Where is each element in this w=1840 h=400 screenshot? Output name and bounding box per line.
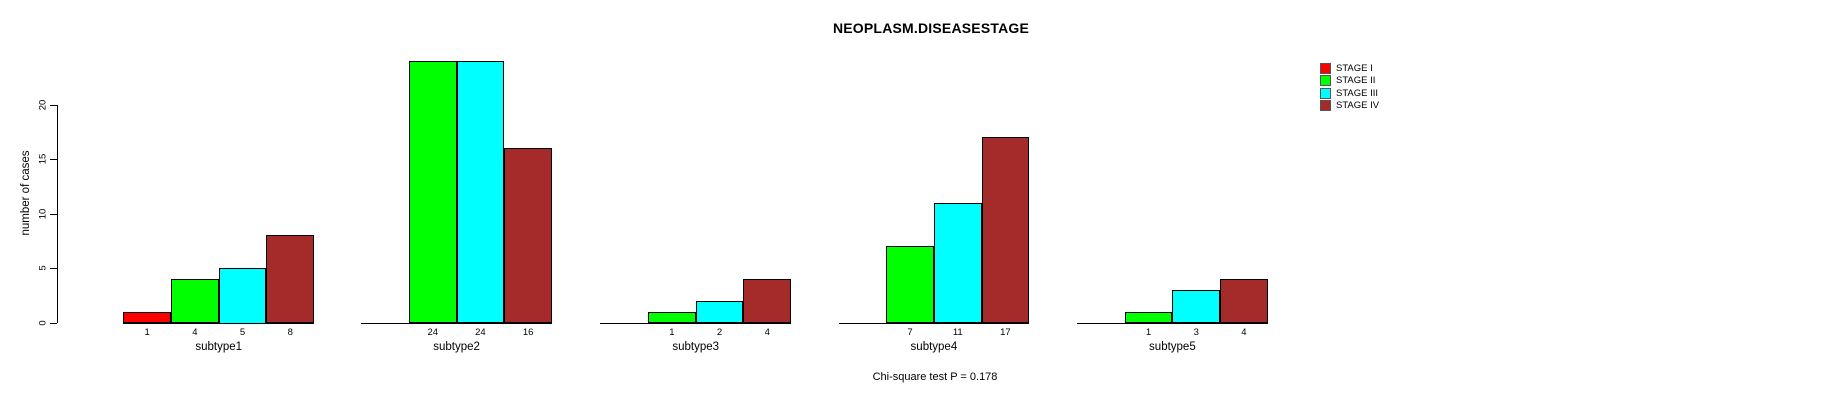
y-tick-label: 20 xyxy=(37,99,49,110)
x-category-label-subtype2: subtype2 xyxy=(433,341,480,353)
bar-subtype1-stage-ii xyxy=(171,278,219,324)
bar-subtype1-stage-iii xyxy=(218,268,267,324)
y-axis-label: number of cases xyxy=(20,150,32,236)
bar-subtype2-stage-ii xyxy=(408,60,457,324)
y-tick xyxy=(50,213,57,215)
bar-subtype4-stage-iv xyxy=(981,137,1030,324)
bar-value-label: 7 xyxy=(907,327,913,338)
x-category-label-subtype4: subtype4 xyxy=(910,341,958,353)
bar-subtype1-stage-iv xyxy=(266,235,315,324)
y-tick xyxy=(50,322,57,324)
bar-value-label: 11 xyxy=(952,327,963,338)
x-category-label-subtype1: subtype1 xyxy=(195,341,243,353)
legend-label: STAGE IV xyxy=(1336,100,1380,111)
bar-subtype5-stage-iii xyxy=(1172,289,1221,324)
bar-subtype2-stage-iv xyxy=(504,148,552,324)
legend-item-stage-i: STAGE I xyxy=(1320,62,1379,75)
group-baseline xyxy=(361,322,552,324)
legend-swatch-stage-iii xyxy=(1320,87,1331,99)
legend-item-stage-iii: STAGE III xyxy=(1320,87,1379,100)
bar-value-label: 8 xyxy=(287,327,293,338)
y-axis-line xyxy=(57,104,58,323)
bar-value-label: 2 xyxy=(716,327,723,338)
y-tick-label: 15 xyxy=(37,153,49,165)
legend-item-stage-ii: STAGE II xyxy=(1320,75,1379,88)
legend: STAGE I STAGE II STAGE III STAGE IV xyxy=(1320,62,1379,112)
bar-value-label: 24 xyxy=(427,327,439,338)
y-tick-label: 5 xyxy=(37,265,49,271)
legend-label: STAGE II xyxy=(1336,75,1376,86)
bar-value-label: 1 xyxy=(144,327,150,338)
bar-subtype4-stage-ii xyxy=(886,246,934,324)
bar-subtype5-stage-ii xyxy=(1124,311,1173,324)
x-category-label-subtype3: subtype3 xyxy=(672,341,720,353)
bar-value-label: 3 xyxy=(1193,327,1199,338)
bar-value-label: 24 xyxy=(475,327,486,338)
bar-value-label: 16 xyxy=(522,327,534,338)
bar-subtype4-stage-iii xyxy=(933,202,982,324)
y-tick-label: 0 xyxy=(37,319,49,326)
legend-swatch-stage-ii xyxy=(1320,75,1331,87)
x-category-label-subtype5: subtype5 xyxy=(1149,341,1196,353)
bar-subtype3-stage-iv xyxy=(743,278,792,324)
legend-label: STAGE I xyxy=(1336,62,1373,74)
bar-value-label: 4 xyxy=(192,327,198,338)
legend-swatch-stage-iv xyxy=(1320,100,1331,112)
bar-subtype1-stage-i xyxy=(123,311,171,324)
bar-value-label: 4 xyxy=(1241,327,1247,338)
chart-title: NEOPLASM.DISEASESTAGE xyxy=(832,20,1030,36)
chi-square-note: Chi-square test P = 0.178 xyxy=(872,371,998,383)
y-tick xyxy=(50,159,57,160)
legend-swatch-stage-i xyxy=(1320,62,1331,74)
bar-subtype3-stage-iii xyxy=(695,300,744,324)
bar-value-label: 5 xyxy=(239,327,246,338)
bar-value-label: 4 xyxy=(764,327,770,338)
y-tick xyxy=(50,104,57,106)
y-tick xyxy=(50,268,57,269)
bar-value-label: 17 xyxy=(1000,327,1011,338)
bar-subtype5-stage-iv xyxy=(1220,278,1268,324)
legend-item-stage-iv: STAGE IV xyxy=(1320,100,1379,113)
bar-value-label: 1 xyxy=(1145,327,1152,338)
bar-subtype2-stage-iii xyxy=(456,60,505,324)
bar-value-label: 1 xyxy=(669,327,675,338)
y-tick-label: 10 xyxy=(37,208,49,219)
bar-subtype3-stage-ii xyxy=(648,311,696,324)
legend-label: STAGE III xyxy=(1336,87,1379,99)
